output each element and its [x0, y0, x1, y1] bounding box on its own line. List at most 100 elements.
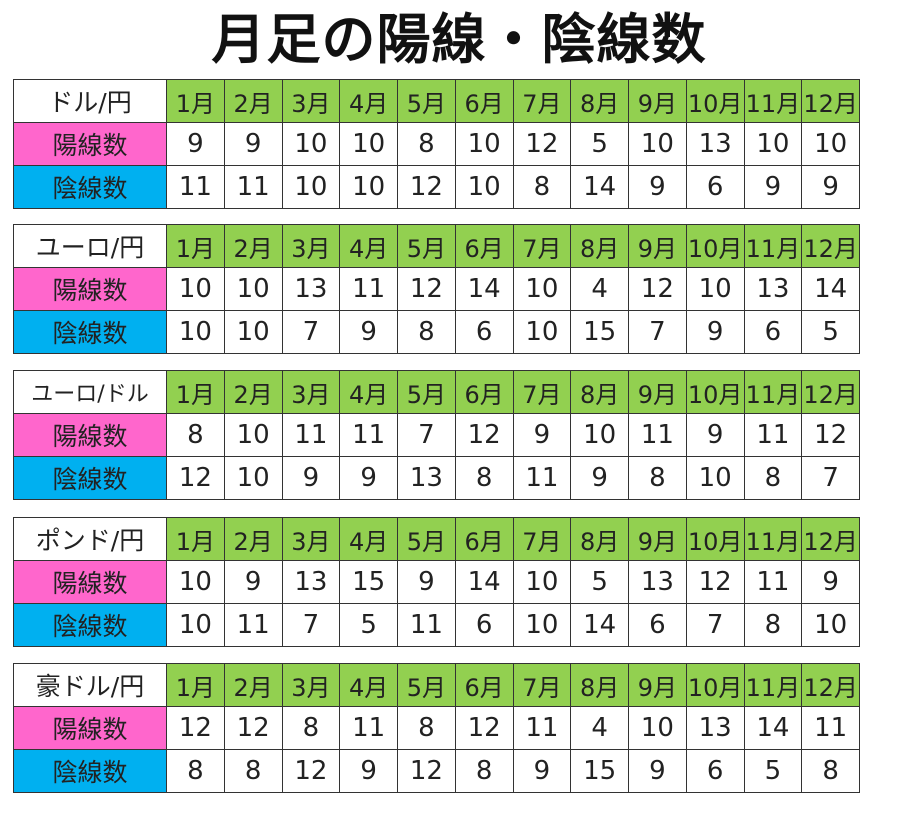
yosen-value: 10 — [166, 267, 225, 311]
month-header: 7月 — [512, 370, 572, 414]
insen-value: 8 — [743, 603, 803, 647]
insen-value: 10 — [801, 603, 860, 647]
yosen-value: 12 — [801, 413, 860, 457]
month-header: 8月 — [570, 79, 629, 123]
insen-value: 14 — [570, 165, 629, 209]
yosen-value: 12 — [685, 560, 745, 604]
month-header: 7月 — [512, 517, 572, 561]
yosen-value: 10 — [223, 267, 283, 311]
insen-value: 8 — [628, 456, 687, 500]
insen-value: 10 — [223, 310, 283, 354]
month-header: 3月 — [281, 370, 341, 414]
page-title: 月足の陽線・陰線数 — [211, 7, 707, 71]
insen-row: 陰線数 8 8 12 9 12 8 9 15 9 6 5 8 — [13, 749, 860, 793]
month-header: 11月 — [743, 517, 803, 561]
yosen-value: 10 — [628, 122, 687, 166]
yosen-value: 13 — [685, 122, 745, 166]
insen-value: 6 — [454, 603, 514, 647]
yosen-value: 12 — [223, 706, 283, 750]
yosen-value: 10 — [512, 560, 572, 604]
insen-value: 7 — [281, 310, 341, 354]
insen-value: 6 — [685, 165, 745, 209]
month-header: 7月 — [512, 663, 572, 707]
yosen-value: 8 — [397, 706, 456, 750]
yosen-value: 10 — [339, 122, 398, 166]
yosen-label: 陽線数 — [13, 267, 167, 311]
insen-value: 12 — [281, 749, 341, 793]
month-header: 9月 — [628, 517, 687, 561]
month-header: 6月 — [454, 663, 514, 707]
yosen-value: 11 — [512, 706, 572, 750]
yosen-value: 7 — [397, 413, 456, 457]
insen-value: 9 — [512, 749, 572, 793]
header-row: ユーロ/ドル 1月 2月 3月 4月 5月 6月 7月 8月 9月 10月 11月 12月 — [13, 370, 860, 414]
yosen-value: 13 — [628, 560, 687, 604]
insen-value: 11 — [166, 165, 225, 209]
header-row: ドル/円 1月 2月 3月 4月 5月 6月 7月 8月 9月 10月 11月 12月 — [13, 79, 860, 123]
yosen-value: 10 — [801, 122, 860, 166]
month-header: 11月 — [743, 663, 803, 707]
stats-table: 豪ドル/円 1月 2月 3月 4月 5月 6月 7月 8月 9月 10月 11月 12月 陽線数 12 12 8… — [13, 663, 860, 793]
yosen-value: 10 — [628, 706, 687, 750]
insen-value: 6 — [628, 603, 687, 647]
insen-value: 9 — [685, 310, 745, 354]
currency-pair-label: ポンド/円 — [13, 517, 167, 561]
insen-row: 陰線数 11 11 10 10 12 10 8 14 9 6 9 9 — [13, 165, 860, 209]
insen-row: 陰線数 10 10 7 9 8 6 10 15 7 9 6 5 — [13, 310, 860, 354]
yosen-value: 14 — [454, 267, 514, 311]
yosen-row: 陽線数 10 9 13 15 9 14 10 5 13 12 11 9 — [13, 560, 860, 604]
yosen-row: 陽線数 10 10 13 11 12 14 10 4 12 10 13 14 — [13, 267, 860, 311]
currency-pair-label: ユーロ/円 — [13, 224, 167, 268]
stats-table: ユーロ/円 1月 2月 3月 4月 5月 6月 7月 8月 9月 10月 11月 12月 陽線数 10 10 1… — [13, 224, 860, 354]
yosen-value: 11 — [628, 413, 687, 457]
insen-label: 陰線数 — [13, 310, 167, 354]
yosen-value: 13 — [743, 267, 803, 311]
yosen-value: 11 — [801, 706, 860, 750]
month-header: 4月 — [339, 224, 398, 268]
insen-value: 9 — [281, 456, 341, 500]
yosen-value: 12 — [166, 706, 225, 750]
insen-label: 陰線数 — [13, 749, 167, 793]
insen-value: 10 — [512, 603, 572, 647]
yosen-value: 8 — [281, 706, 341, 750]
yosen-value: 11 — [743, 413, 803, 457]
month-header: 5月 — [397, 79, 456, 123]
insen-value: 15 — [570, 749, 629, 793]
yosen-value: 10 — [223, 413, 283, 457]
month-header: 10月 — [685, 79, 745, 123]
yosen-row: 陽線数 12 12 8 11 8 12 11 4 10 13 14 11 — [13, 706, 860, 750]
insen-value: 9 — [570, 456, 629, 500]
yosen-value: 13 — [685, 706, 745, 750]
yosen-value: 10 — [454, 122, 514, 166]
insen-value: 7 — [628, 310, 687, 354]
insen-value: 12 — [166, 456, 225, 500]
insen-value: 6 — [454, 310, 514, 354]
currency-pair-label: 豪ドル/円 — [13, 663, 167, 707]
insen-value: 10 — [166, 603, 225, 647]
month-header: 8月 — [570, 224, 629, 268]
yosen-value: 5 — [570, 560, 629, 604]
insen-value: 7 — [685, 603, 745, 647]
insen-value: 15 — [570, 310, 629, 354]
yosen-value: 9 — [223, 122, 283, 166]
stats-table: ユーロ/ドル 1月 2月 3月 4月 5月 6月 7月 8月 9月 10月 11月 12月 陽線数 8 10 1… — [13, 370, 860, 500]
insen-value: 13 — [397, 456, 456, 500]
insen-value: 9 — [628, 165, 687, 209]
yosen-label: 陽線数 — [13, 706, 167, 750]
month-header: 2月 — [223, 370, 283, 414]
month-header: 2月 — [223, 79, 283, 123]
insen-value: 8 — [801, 749, 860, 793]
yosen-value: 9 — [166, 122, 225, 166]
month-header: 5月 — [397, 663, 456, 707]
insen-value: 7 — [801, 456, 860, 500]
yosen-value: 10 — [281, 122, 341, 166]
yosen-value: 15 — [339, 560, 398, 604]
insen-value: 6 — [685, 749, 745, 793]
yosen-row: 陽線数 9 9 10 10 8 10 12 5 10 13 10 10 — [13, 122, 860, 166]
insen-value: 8 — [743, 456, 803, 500]
month-header: 12月 — [801, 517, 860, 561]
month-header: 3月 — [281, 79, 341, 123]
yosen-value: 12 — [512, 122, 572, 166]
yosen-value: 10 — [166, 560, 225, 604]
yosen-value: 4 — [570, 267, 629, 311]
